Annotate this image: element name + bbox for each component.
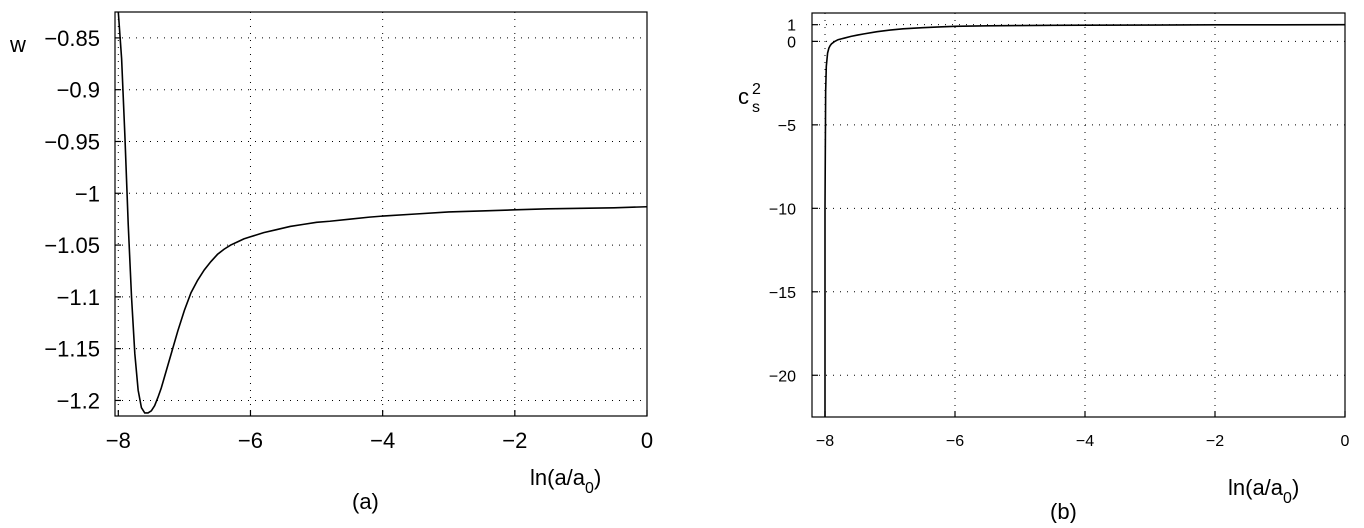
chart-b-y-ticks: 10 −5 −10 −15 −20 [769,18,818,385]
chart-a-grid [115,12,648,416]
chart-a-y-tick-label: −1.1 [57,285,100,310]
chart-b-y-axis-label-sup: 2 [752,81,761,98]
chart-a-x-tick-label: −8 [106,428,131,453]
chart-a-y-tick-label: −1.05 [44,233,100,258]
chart-a-x-tick-label: −4 [370,428,395,453]
chart-b-y-tick-label: 1 [787,18,796,35]
chart-a-panel-label: (a) [352,489,379,514]
chart-b-y-tick-label: −20 [769,368,796,385]
chart-a-y-axis-label: w [9,32,26,57]
chart-b-x-tick-label: −8 [816,433,834,450]
chart-b-x-axis-label: ln(a/a0) [1228,475,1299,507]
chart-a: −8 −6 −4 −2 0 −0.85 −0.9 −0.95 −1 −1.05 −1.1 −1.15… [9,11,653,514]
chart-b-y-axis-label: c [738,84,749,109]
chart-b-y-tick-label: −10 [769,201,796,218]
chart-b-y-axis-label-sub: s [752,99,760,116]
chart-b-grid [812,13,1346,417]
chart-a-x-ticks: −8 −6 −4 −2 0 [106,410,653,453]
chart-b-plot-frame [811,12,1346,418]
chart-a-y-tick-label: −1.15 [44,337,100,362]
chart-a-x-axis-label: ln(a/a0) [530,465,601,497]
chart-b-x-tick-label: 0 [1341,433,1350,450]
chart-a-plot-frame [114,11,648,417]
chart-a-x-tick-label: 0 [641,428,653,453]
chart-b-y-tick-label: −5 [778,118,796,135]
chart-b-x-tick-label: −4 [1076,433,1094,450]
chart-a-x-tick-label: −2 [502,428,527,453]
chart-a-y-tick-label: −1.2 [57,388,100,413]
chart-a-y-tick-label: −0.9 [57,78,100,103]
chart-a-y-tick-label: −0.95 [44,129,100,154]
chart-a-y-tick-label: −1 [75,181,100,206]
chart-b: −8 −6 −4 −2 0 10−5−10−15−20 c 2 s ln(a/a0) (… [738,12,1350,524]
chart-b-y-tick-label: 0 [787,34,796,51]
chart-b-panel-label: (b) [1050,499,1077,523]
chart-b-series-line [824,23,1346,417]
chart-b-y-tick-label: −15 [769,285,796,302]
chart-a-y-tick-label: −0.85 [44,26,100,51]
chart-b-x-ticks: −8 −6 −4 −2 0 [816,411,1350,450]
chart-b-x-tick-label: −2 [1206,433,1224,450]
chart-a-y-ticks: −0.85 −0.9 −0.95 −1 −1.05 −1.1 −1.15 −1.2 [44,26,121,413]
chart-a-x-tick-label: −6 [238,428,263,453]
chart-a-series-line [117,11,648,414]
chart-b-x-tick-label: −6 [946,433,964,450]
